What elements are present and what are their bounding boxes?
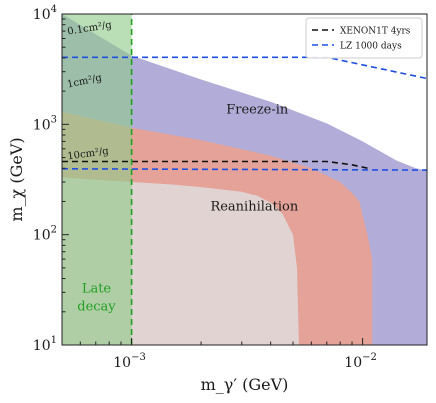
tick-label: 101 <box>33 335 57 354</box>
region-late-decay <box>62 14 132 345</box>
tick-label: 10−2 <box>344 352 377 371</box>
legend-label-lz-1000-days: LZ 1000 days <box>340 42 402 52</box>
regions-layer <box>62 14 427 345</box>
ticks-layer: 10−3 10−2 101 102 103 104 <box>33 4 377 371</box>
plot-frame <box>61 13 428 346</box>
legend-label-xenon1t-4yrs: XENON1T 4yrs <box>340 27 411 37</box>
tick-label: 104 <box>33 4 57 23</box>
annotation-decay: decay <box>77 300 116 315</box>
annotation-late: Late <box>82 281 112 296</box>
y-axis-label: m_χ (GeV) <box>7 137 26 221</box>
legend: XENON1T 4yrs LZ 1000 days <box>305 17 423 59</box>
legend-box <box>305 17 423 59</box>
tick-label: 102 <box>33 225 57 244</box>
series-line-2 <box>62 168 427 171</box>
annotation-freeze-in: Freeze-in <box>226 103 289 118</box>
tick-label: 10−3 <box>113 352 146 371</box>
x-axis-label: m_γ′ (GeV) <box>201 375 289 394</box>
series-line-xenon1t-4yrs <box>62 160 368 169</box>
tick-label: 103 <box>33 114 57 133</box>
annotation-reanihilation: Reanihilation <box>210 200 298 215</box>
